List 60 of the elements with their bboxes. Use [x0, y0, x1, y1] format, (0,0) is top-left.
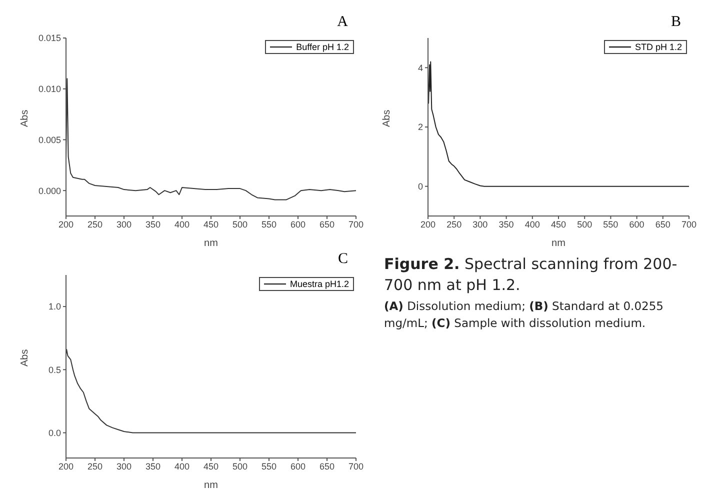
y-tick-label: 0.5 — [48, 364, 61, 375]
y-tick-label: 0.0 — [48, 428, 61, 438]
x-tick-label: 600 — [629, 219, 644, 230]
x-tick-label: 200 — [58, 461, 74, 472]
x-tick-label: 450 — [203, 219, 219, 230]
line-series — [66, 78, 356, 200]
legend-label: Muestra pH1.2 — [290, 279, 349, 289]
y-tick-label: 0.015 — [38, 33, 61, 44]
line-series — [66, 348, 356, 434]
x-tick-label: 200 — [58, 219, 74, 230]
x-tick-label: 200 — [420, 219, 436, 230]
x-tick-label: 300 — [116, 219, 132, 230]
y-axis-title: Abs — [20, 110, 31, 127]
line-series — [428, 61, 689, 187]
x-tick-label: 650 — [319, 219, 335, 230]
x-tick-label: 250 — [446, 219, 462, 230]
x-tick-label: 650 — [319, 461, 335, 472]
y-tick-label: 0.010 — [38, 84, 61, 94]
x-axis-title: nm — [204, 480, 218, 490]
x-tick-label: 550 — [261, 219, 277, 230]
x-tick-label: 550 — [603, 219, 618, 230]
y-tick-label: 2 — [418, 122, 423, 132]
chart-title: A — [337, 14, 348, 31]
x-tick-label: 300 — [472, 219, 488, 230]
x-axis-title: nm — [204, 238, 218, 249]
x-tick-label: 400 — [174, 461, 190, 472]
y-tick-label: 0 — [418, 182, 423, 192]
x-tick-label: 550 — [261, 461, 277, 472]
y-tick-label: 1.0 — [48, 302, 61, 312]
x-tick-label: 250 — [87, 461, 103, 472]
x-tick-label: 700 — [348, 461, 364, 472]
x-tick-label: 700 — [348, 219, 364, 230]
x-tick-label: 650 — [655, 219, 670, 230]
x-tick-label: 350 — [498, 219, 514, 230]
y-tick-label: 0.000 — [38, 186, 61, 196]
x-tick-label: 600 — [290, 461, 306, 472]
chart-title: C — [338, 251, 348, 268]
x-tick-label: 500 — [232, 461, 248, 472]
x-tick-label: 400 — [174, 219, 190, 230]
x-tick-label: 450 — [203, 461, 219, 472]
y-axis-title: Abs — [382, 110, 393, 127]
x-tick-label: 500 — [577, 219, 592, 230]
x-tick-label: 500 — [232, 219, 248, 230]
text: Figure 2. Spectral scanning from 200-700 nm at pH 1.2. — [384, 254, 678, 296]
x-tick-label: 450 — [550, 219, 566, 230]
x-tick-label: 700 — [681, 219, 697, 230]
legend-label: Buffer pH 1.2 — [296, 42, 349, 52]
x-tick-label: 400 — [524, 219, 540, 230]
x-axis-title: nm — [552, 238, 566, 249]
y-tick-label: 0.005 — [38, 134, 61, 145]
y-axis-title: Abs — [20, 349, 31, 366]
x-tick-label: 350 — [145, 219, 161, 230]
x-tick-label: 300 — [116, 461, 132, 472]
text: (A) Dissolution medium; (B) Standard at 0.0255 mg/mL; (C) Sample with dissolution medium. — [384, 299, 664, 330]
x-tick-label: 350 — [145, 461, 161, 472]
legend-label: STD pH 1.2 — [634, 42, 682, 52]
x-tick-label: 600 — [290, 219, 306, 230]
y-tick-label: 4 — [418, 62, 423, 73]
chart-title: B — [670, 14, 681, 31]
x-tick-label: 250 — [87, 219, 103, 230]
